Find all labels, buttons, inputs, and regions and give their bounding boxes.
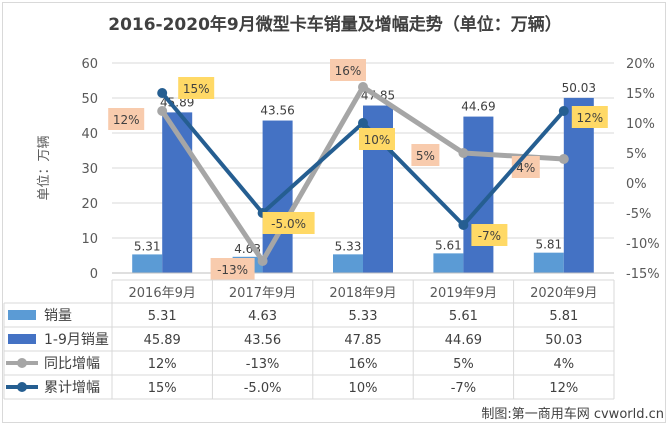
bar-sales bbox=[433, 253, 464, 273]
bar-cumulative bbox=[162, 112, 193, 273]
table-cell: 5.31 bbox=[148, 309, 177, 324]
label-box-yoy bbox=[330, 59, 366, 81]
y-tick-label: 60 bbox=[81, 57, 98, 72]
bar-sales bbox=[333, 254, 363, 273]
label-box-cum bbox=[571, 106, 608, 128]
table-cell: 50.03 bbox=[545, 333, 582, 348]
legend-label: 销量 bbox=[44, 308, 72, 324]
legend-key-marker-2 bbox=[17, 358, 27, 368]
bar-sales-label: 5.61 bbox=[435, 238, 462, 252]
table-cell: 4.63 bbox=[248, 309, 277, 324]
marker-cum bbox=[358, 118, 368, 128]
table-cell: 47.85 bbox=[344, 333, 381, 348]
table-cell: -5.0% bbox=[244, 381, 282, 396]
y2-tick-label: -15% bbox=[626, 267, 660, 282]
bar-sales-label: 5.31 bbox=[134, 239, 161, 253]
label-box-cum bbox=[471, 224, 508, 246]
y2-tick-label: 0% bbox=[626, 177, 647, 192]
y-tick-label: 30 bbox=[81, 162, 98, 177]
credit-text: 制图:第一商用车网 cvworld.cn bbox=[481, 406, 664, 422]
table-cell: 4% bbox=[553, 357, 574, 372]
marker-cum bbox=[558, 106, 569, 116]
legend-key-marker-3 bbox=[17, 382, 27, 392]
y2-tick-label: -10% bbox=[626, 237, 660, 252]
marker-cum bbox=[157, 88, 168, 98]
y-tick-label: 50 bbox=[81, 92, 98, 107]
y2-tick-label: -5% bbox=[626, 207, 651, 222]
marker-yoy bbox=[157, 106, 168, 116]
y-tick-label: 20 bbox=[81, 197, 98, 212]
table-cell: 12% bbox=[549, 381, 578, 396]
label-cum: 15% bbox=[183, 82, 210, 96]
marker-yoy bbox=[358, 82, 368, 92]
marker-yoy bbox=[558, 154, 569, 164]
table-cell: 16% bbox=[349, 357, 378, 372]
label-cum: 12% bbox=[576, 111, 603, 125]
label-cum: -5.0% bbox=[271, 217, 306, 231]
table-cell: -13% bbox=[246, 357, 280, 372]
label-box-cum bbox=[262, 212, 315, 234]
table-cell: 45.89 bbox=[144, 333, 181, 348]
y-tick-label: 40 bbox=[81, 127, 98, 142]
bar-sales-label: 5.33 bbox=[335, 239, 362, 253]
legend-label: 1-9月销量 bbox=[44, 332, 109, 348]
table-cell: -7% bbox=[451, 381, 476, 396]
table-cell: 5% bbox=[453, 357, 474, 372]
y-axis-label: 单位：万辆 bbox=[37, 135, 52, 200]
x-tick-label: 2020年9月 bbox=[530, 286, 597, 301]
y-tick-label: 0 bbox=[90, 267, 98, 282]
table-cell: 10% bbox=[349, 381, 378, 396]
label-box-cum bbox=[178, 77, 215, 99]
label-cum: -7% bbox=[478, 229, 501, 243]
label-yoy: 12% bbox=[113, 113, 140, 127]
label-yoy: 4% bbox=[516, 161, 535, 175]
bar-cumulative-label: 43.56 bbox=[260, 104, 294, 118]
table-cell: 5.61 bbox=[449, 309, 478, 324]
marker-yoy bbox=[257, 256, 268, 266]
y-tick-label: 10 bbox=[81, 232, 98, 247]
bar-cumulative-label: 44.69 bbox=[461, 100, 495, 114]
y2-tick-label: 5% bbox=[626, 147, 647, 162]
x-tick-label: 2017年9月 bbox=[229, 286, 296, 301]
table-cell: 43.56 bbox=[244, 333, 281, 348]
label-box-yoy bbox=[411, 144, 440, 166]
bar-sales bbox=[533, 252, 564, 273]
bar-sales bbox=[132, 254, 163, 273]
label-cum: 10% bbox=[364, 133, 391, 147]
legend-key-1 bbox=[8, 334, 36, 344]
label-box-yoy bbox=[108, 108, 145, 130]
y2-tick-label: 20% bbox=[626, 57, 655, 72]
legend-key-0 bbox=[8, 310, 36, 320]
chart-frame bbox=[2, 2, 666, 423]
label-yoy: -13% bbox=[217, 263, 248, 277]
table-cell: 5.33 bbox=[349, 309, 378, 324]
table-cell: 15% bbox=[148, 381, 177, 396]
legend-label: 同比增幅 bbox=[44, 356, 100, 372]
bar-cumulative-label: 50.03 bbox=[562, 81, 596, 95]
y2-tick-label: 15% bbox=[626, 87, 655, 102]
label-box-cum bbox=[359, 128, 395, 150]
marker-yoy bbox=[458, 148, 469, 158]
y2-tick-label: 10% bbox=[626, 117, 655, 132]
table-cell: 44.69 bbox=[445, 333, 482, 348]
x-tick-label: 2018年9月 bbox=[329, 286, 396, 301]
marker-cum bbox=[458, 220, 469, 230]
label-yoy: 16% bbox=[335, 64, 362, 78]
chart-title: 2016-2020年9月微型卡车销量及增幅走势（单位：万辆） bbox=[108, 14, 562, 35]
bar-sales-label: 5.81 bbox=[535, 238, 562, 252]
x-tick-label: 2016年9月 bbox=[129, 286, 196, 301]
label-box-yoy bbox=[210, 258, 255, 280]
x-tick-label: 2019年9月 bbox=[430, 286, 497, 301]
table-cell: 12% bbox=[148, 357, 177, 372]
legend-label: 累计增幅 bbox=[44, 380, 100, 396]
table-cell: 5.81 bbox=[549, 309, 578, 324]
label-yoy: 5% bbox=[416, 149, 435, 163]
